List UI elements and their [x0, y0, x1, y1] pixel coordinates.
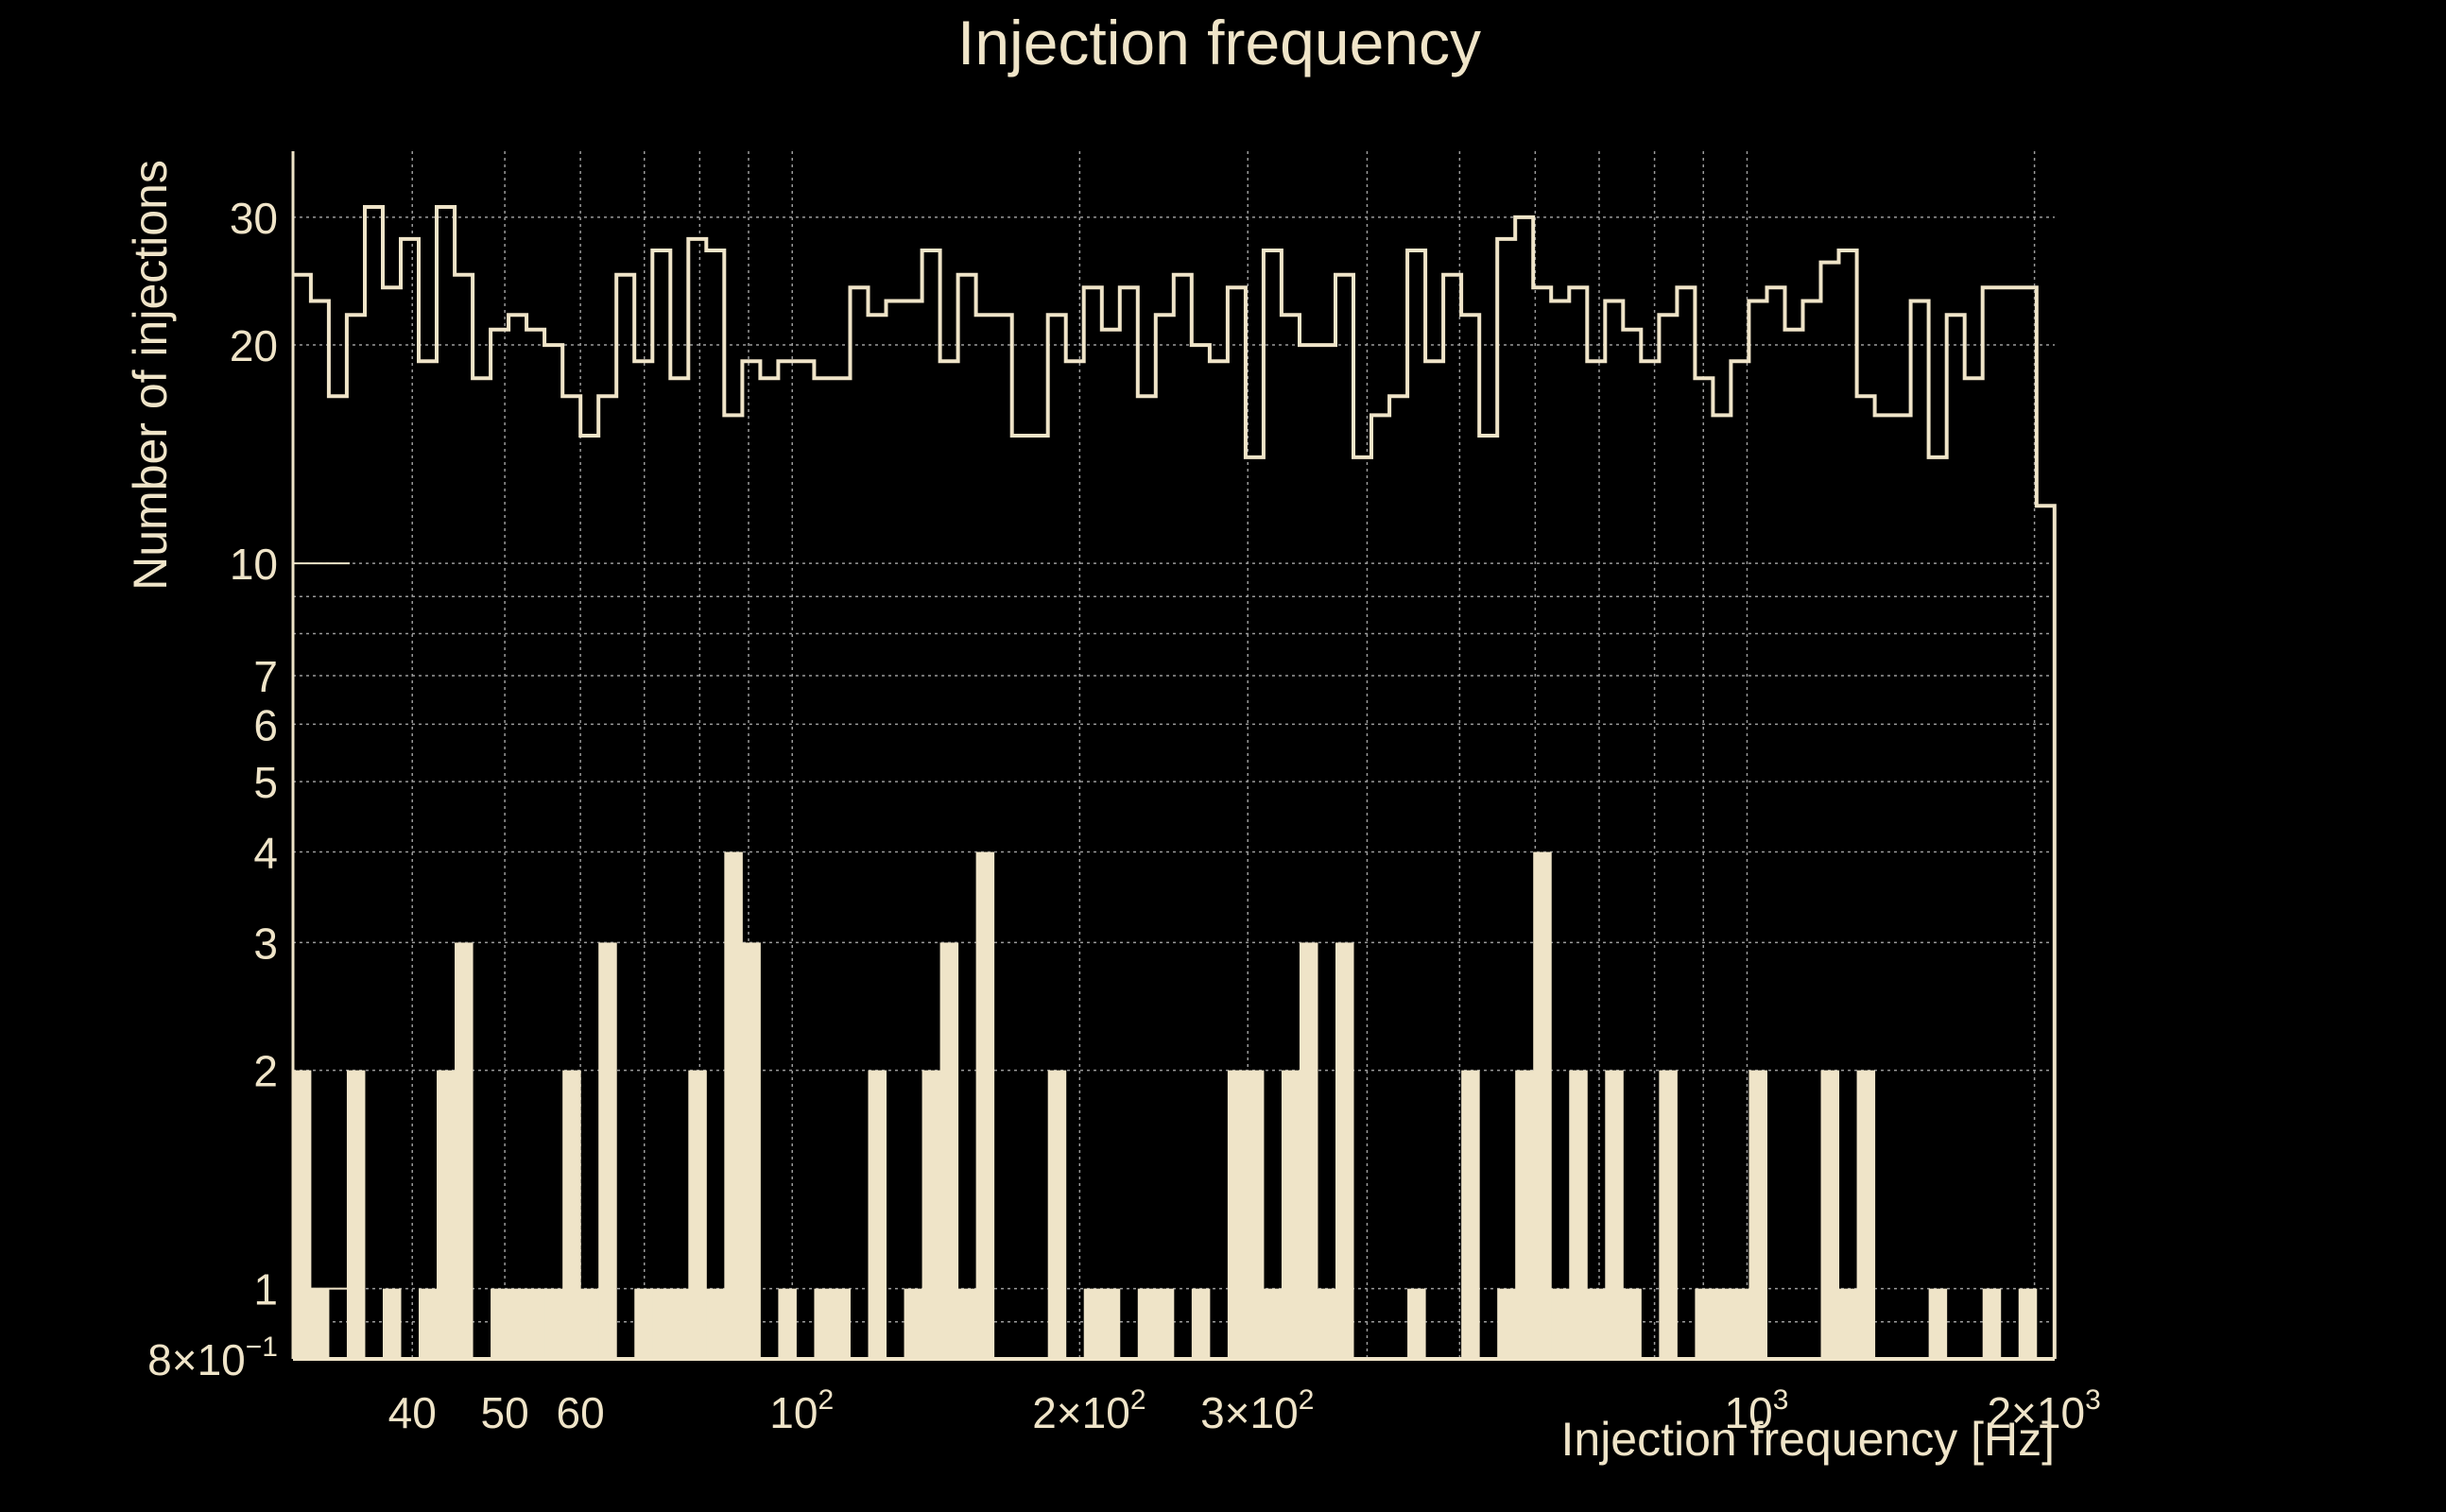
y-tick-label: 6 [253, 700, 278, 749]
histogram-bar [437, 1070, 456, 1359]
histogram-bar [1838, 1288, 1858, 1359]
histogram-bar [1569, 1070, 1588, 1359]
histogram-bar [419, 1288, 438, 1359]
histogram-bar [1551, 1288, 1570, 1359]
histogram-bar [526, 1288, 545, 1359]
histogram-bar [1245, 1070, 1265, 1359]
histogram-bar [1461, 1070, 1480, 1359]
histogram-bar [455, 942, 474, 1359]
x-tick-label: 60 [557, 1388, 605, 1437]
y-axis-label: Number of injections [124, 160, 177, 591]
histogram-bar [1605, 1070, 1624, 1359]
y-tick-label: 2 [253, 1047, 278, 1096]
y-tick-label: 1 [253, 1265, 278, 1314]
histogram-bar [1731, 1288, 1749, 1359]
y-tick-label: 5 [253, 758, 278, 807]
histogram-bar [1659, 1070, 1678, 1359]
histogram-bar [1982, 1288, 2002, 1359]
step-series-line [292, 205, 2057, 1359]
histogram-bar [544, 1288, 563, 1359]
histogram-bar [742, 942, 761, 1359]
histogram-bar [1101, 1288, 1121, 1359]
histogram-bar [1533, 851, 1552, 1359]
histogram-bar [688, 1070, 707, 1359]
histogram-bar [1137, 1288, 1157, 1359]
histogram-bar [382, 1288, 402, 1359]
step-histogram [292, 205, 2057, 1359]
histogram-bar [292, 1070, 312, 1359]
histogram-bar [652, 1288, 671, 1359]
histogram-bar [868, 1070, 887, 1359]
histogram-bar [1515, 1070, 1534, 1359]
y-tick-label: 4 [253, 829, 278, 878]
y-tick-label: 20 [230, 321, 278, 370]
histogram-bar [1155, 1288, 1175, 1359]
histogram-bar [1748, 1070, 1767, 1359]
y-tick-label: 30 [230, 194, 278, 243]
histogram-bar [1820, 1070, 1840, 1359]
histogram-bar [957, 1288, 977, 1359]
x-axis-label: Injection frequency [Hz] [1561, 1413, 2056, 1466]
x-tick-labels: 40 50 60 102 2×102 3×102 103 2×103 [388, 1384, 2101, 1437]
histogram-bar [1047, 1070, 1067, 1359]
histogram-bar [778, 1288, 797, 1359]
histogram-bar [1407, 1288, 1426, 1359]
y-tick-labels: 8×10−1 1 2 3 4 5 67 10 20 30 [147, 194, 278, 1384]
x-tick-label: 103 [1725, 1384, 1789, 1437]
histogram-bar [491, 1288, 509, 1359]
histogram-bar [1928, 1288, 1948, 1359]
histogram-bar [922, 1070, 941, 1359]
histogram-bar [2018, 1288, 2038, 1359]
histogram-bar [1299, 942, 1318, 1359]
histogram-bar [1587, 1288, 1606, 1359]
histogram-bar [975, 851, 995, 1359]
y-tick-label: 8×10−1 [147, 1332, 278, 1384]
y-tick-label: 3 [253, 919, 278, 968]
histogram-bar [1497, 1288, 1516, 1359]
x-tick-label: 3×102 [1200, 1384, 1314, 1437]
histogram-bar [1263, 1288, 1283, 1359]
y-tick-label: 10 [230, 540, 278, 589]
histogram-bar [1281, 1070, 1301, 1359]
histogram-bar [706, 1288, 725, 1359]
histogram-bar [1713, 1288, 1731, 1359]
histogram-bar [939, 942, 959, 1359]
x-tick-label: 2×103 [1987, 1384, 2100, 1437]
histogram-bar [1335, 942, 1354, 1359]
histogram-bar [814, 1288, 833, 1359]
histogram-bar [1191, 1288, 1211, 1359]
histogram-bar [580, 1288, 599, 1359]
histogram-bar [1317, 1288, 1336, 1359]
histogram-bar [832, 1288, 851, 1359]
x-tick-label: 40 [388, 1388, 437, 1437]
histogram-bar [1227, 1070, 1247, 1359]
x-tick-label: 102 [769, 1384, 834, 1437]
histogram-bar [310, 1288, 330, 1359]
histogram-bar [598, 942, 617, 1359]
histogram-bar [724, 851, 743, 1359]
histogram-bar [904, 1288, 923, 1359]
y-tick-label: 7 [253, 652, 278, 701]
histogram-bar [346, 1070, 366, 1359]
histogram-bar [1856, 1070, 1876, 1359]
histogram-bar [508, 1288, 527, 1359]
histogram-bar [1083, 1288, 1103, 1359]
chart-title: Injection frequency [957, 8, 1481, 77]
filled-histogram [292, 851, 2038, 1359]
x-tick-label: 2×102 [1032, 1384, 1145, 1437]
histogram-bar [1623, 1288, 1642, 1359]
axes [291, 151, 2055, 1361]
histogram-bar [670, 1288, 689, 1359]
x-tick-label: 50 [481, 1388, 529, 1437]
histogram-bar [1695, 1288, 1714, 1359]
histogram-bar [634, 1288, 653, 1359]
histogram-bar [562, 1070, 581, 1359]
